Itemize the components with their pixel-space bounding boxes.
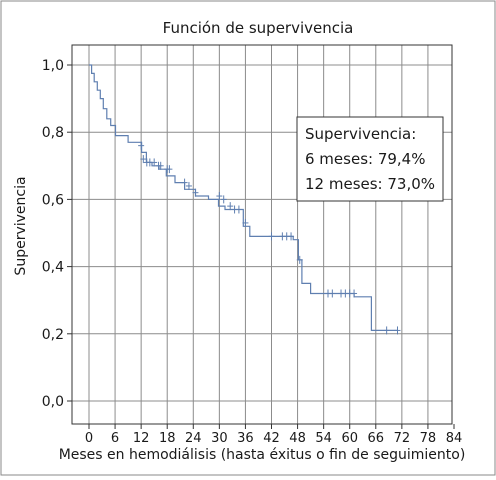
censor-mark xyxy=(151,158,158,167)
annotation-line-1: Supervivencia: xyxy=(305,125,416,143)
censor-mark xyxy=(181,178,188,187)
y-tick-label: 0,6 xyxy=(42,192,64,208)
censor-mark xyxy=(268,232,275,241)
y-tick-label: 0,2 xyxy=(42,327,64,343)
x-tick-label: 42 xyxy=(263,431,280,446)
x-tick-label: 84 xyxy=(446,431,463,446)
y-axis-ticks: 0,0 0,2 0,4 0,6 0,8 1,0 xyxy=(42,58,72,410)
annotation-line-2: 6 meses: 79,4% xyxy=(305,150,425,168)
x-tick-label: 30 xyxy=(211,431,228,446)
censor-mark xyxy=(227,202,234,211)
survival-curve-group xyxy=(89,64,398,331)
y-axis-label: Supervivencia xyxy=(13,176,29,275)
censor-mark xyxy=(296,255,303,264)
x-tick-label: 12 xyxy=(133,431,150,446)
censor-mark xyxy=(394,326,401,335)
y-tick-label: 0,4 xyxy=(42,260,64,276)
x-tick-label: 54 xyxy=(315,431,332,446)
censored-marks-group xyxy=(138,141,401,335)
censor-mark xyxy=(329,289,336,298)
x-tick-label: 0 xyxy=(85,431,93,446)
censor-mark xyxy=(383,326,390,335)
annotation-line-3: 12 meses: 73,0% xyxy=(305,175,435,193)
censor-mark xyxy=(242,218,249,227)
censor-mark xyxy=(235,205,242,214)
chart-title: Función de supervivencia xyxy=(163,19,354,37)
x-tick-label: 24 xyxy=(185,431,202,446)
y-tick-label: 0,0 xyxy=(42,394,64,410)
censor-mark xyxy=(138,141,145,150)
x-tick-label: 18 xyxy=(159,431,176,446)
x-tick-label: 60 xyxy=(341,431,358,446)
censor-mark xyxy=(157,161,164,170)
censor-mark xyxy=(140,155,147,164)
annotation-frame xyxy=(296,116,444,202)
x-axis-ticks: 0 6 12 18 24 30 36 42 48 54 60 66 72 78 84 xyxy=(85,424,462,446)
x-tick-label: 78 xyxy=(420,431,437,446)
censor-mark xyxy=(166,165,173,174)
censor-mark xyxy=(216,192,223,201)
annotation-box: Supervivencia: 6 meses: 79,4% 12 meses: … xyxy=(296,116,444,202)
censor-mark xyxy=(192,188,199,197)
survival-curve xyxy=(89,64,398,331)
censor-mark xyxy=(351,289,358,298)
censor-mark xyxy=(220,195,227,204)
censor-mark xyxy=(288,232,295,241)
x-tick-label: 66 xyxy=(368,431,385,446)
plot-area-border xyxy=(71,44,453,425)
x-axis-label: Meses en hemodiálisis (hasta éxitus o fi… xyxy=(59,447,466,463)
x-tick-label: 72 xyxy=(394,431,411,446)
x-tick-label: 6 xyxy=(111,431,119,446)
censor-mark xyxy=(185,181,192,190)
grid xyxy=(72,45,452,424)
x-tick-label: 48 xyxy=(289,431,306,446)
x-tick-label: 36 xyxy=(237,431,254,446)
y-tick-label: 0,8 xyxy=(42,125,64,141)
y-tick-label: 1,0 xyxy=(42,58,64,74)
